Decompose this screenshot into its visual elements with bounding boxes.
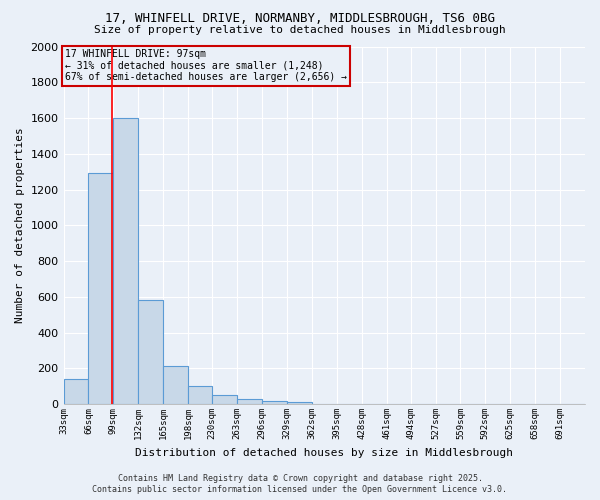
Bar [188,386,212,404]
Text: Size of property relative to detached houses in Middlesbrough: Size of property relative to detached ho… [94,25,506,35]
Bar [138,300,163,404]
X-axis label: Distribution of detached houses by size in Middlesbrough: Distribution of detached houses by size … [135,448,513,458]
Bar [287,402,312,404]
Y-axis label: Number of detached properties: Number of detached properties [15,128,25,323]
Text: 17 WHINFELL DRIVE: 97sqm
← 31% of detached houses are smaller (1,248)
67% of sem: 17 WHINFELL DRIVE: 97sqm ← 31% of detach… [65,49,347,82]
Bar [237,399,262,404]
Text: 17, WHINFELL DRIVE, NORMANBY, MIDDLESBROUGH, TS6 0BG: 17, WHINFELL DRIVE, NORMANBY, MIDDLESBRO… [105,12,495,26]
Text: Contains HM Land Registry data © Crown copyright and database right 2025.
Contai: Contains HM Land Registry data © Crown c… [92,474,508,494]
Bar [88,174,113,404]
Bar [262,402,287,404]
Bar [64,379,88,404]
Bar [212,395,237,404]
Bar [113,118,138,404]
Bar [163,366,188,404]
